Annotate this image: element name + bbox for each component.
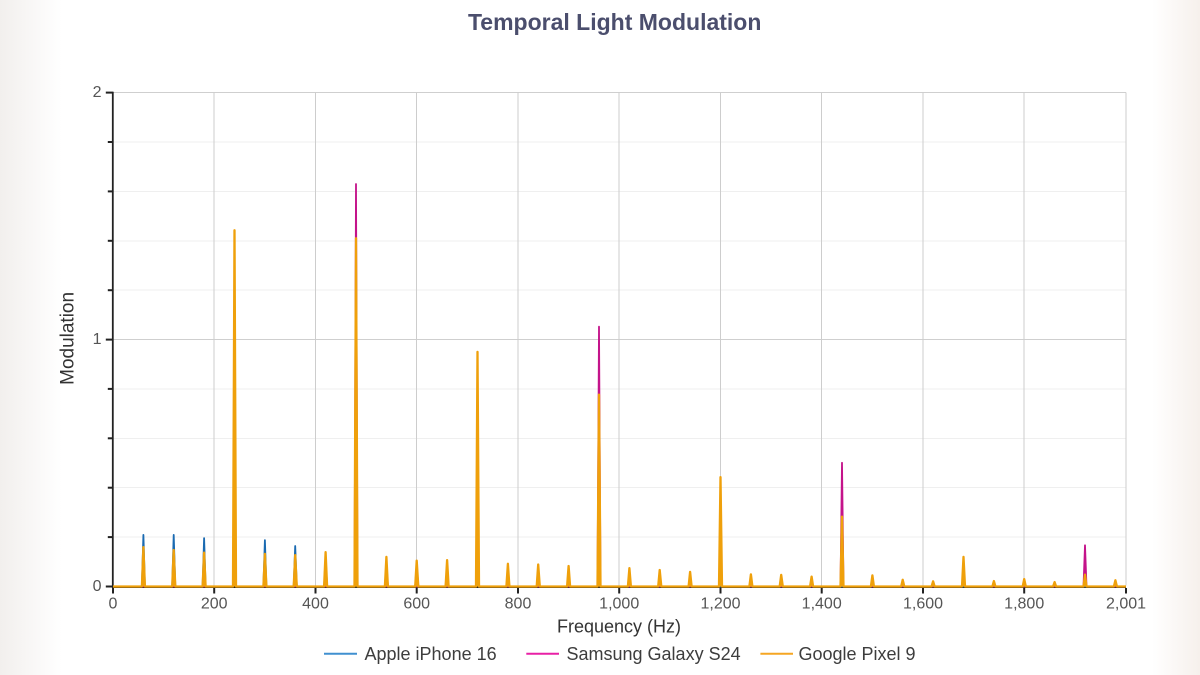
svg-text:Modulation: Modulation (58, 292, 79, 385)
svg-text:0: 0 (109, 596, 118, 613)
svg-text:Frequency (Hz): Frequency (Hz) (557, 617, 681, 637)
svg-text:600: 600 (403, 596, 430, 613)
svg-text:400: 400 (302, 596, 329, 613)
svg-text:Samsung Galaxy S24: Samsung Galaxy S24 (567, 644, 741, 664)
svg-text:1: 1 (93, 331, 102, 348)
svg-text:Google Pixel 9: Google Pixel 9 (799, 644, 916, 664)
svg-text:1,400: 1,400 (802, 596, 842, 613)
svg-text:800: 800 (505, 596, 532, 613)
svg-text:Apple iPhone 16: Apple iPhone 16 (365, 644, 497, 664)
svg-text:1,000: 1,000 (599, 596, 639, 613)
svg-text:0: 0 (93, 578, 102, 595)
svg-text:1,200: 1,200 (700, 596, 740, 613)
svg-text:2: 2 (93, 84, 102, 101)
svg-text:2,001: 2,001 (1106, 596, 1146, 613)
svg-text:1,600: 1,600 (903, 596, 943, 613)
svg-text:200: 200 (201, 596, 228, 613)
svg-text:1,800: 1,800 (1004, 596, 1044, 613)
svg-text:Temporal Light Modulation: Temporal Light Modulation (468, 9, 761, 35)
